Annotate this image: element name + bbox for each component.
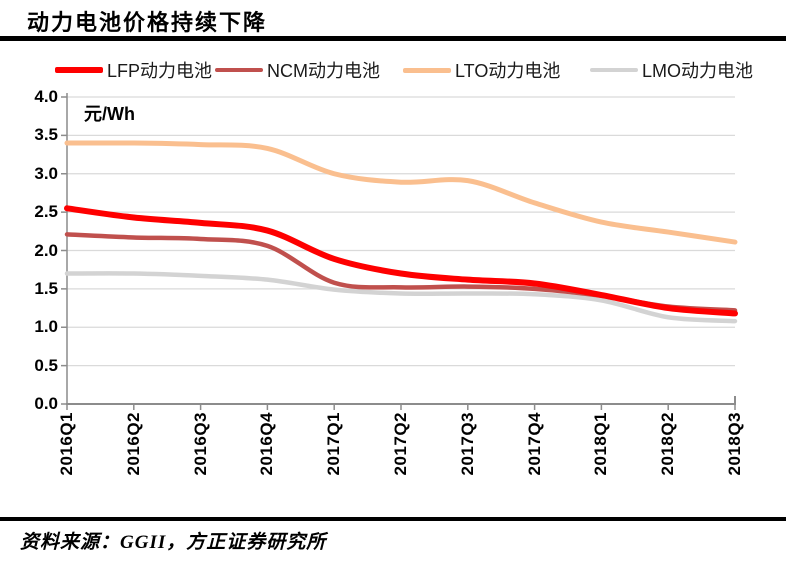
y-axis-tick-label: 3.5 bbox=[34, 125, 58, 145]
legend-label-ncm: NCM动力电池 bbox=[267, 61, 380, 81]
series-line-LMO动力电池 bbox=[64, 271, 738, 324]
legend-item-lmo: LMO动力电池 bbox=[590, 58, 753, 82]
y-axis-unit-label: 元/Wh bbox=[84, 104, 135, 124]
lfp-line-swatch-icon bbox=[55, 67, 103, 73]
title-divider-rule bbox=[0, 36, 786, 41]
lto-line-swatch-icon bbox=[403, 67, 451, 73]
x-axis-tick-label: 2018Q2 bbox=[658, 412, 678, 476]
source-attribution: 资料来源：GGII，方正证券研究所 bbox=[20, 532, 327, 553]
y-axis-tick-label: 2.0 bbox=[34, 240, 58, 260]
series-line-LTO动力电池 bbox=[64, 140, 738, 245]
x-axis-tick-label: 2018Q1 bbox=[591, 412, 611, 476]
x-axis-tick-label: 2018Q3 bbox=[725, 412, 744, 476]
y-axis-tick-label: 0.0 bbox=[34, 394, 58, 413]
legend-item-lto: LTO动力电池 bbox=[403, 58, 560, 82]
lmo-line-swatch-icon bbox=[590, 67, 638, 73]
footer-divider-rule bbox=[0, 517, 786, 521]
x-axis-tick-label: 2017Q3 bbox=[457, 412, 477, 476]
legend-label-lmo: LMO动力电池 bbox=[642, 61, 754, 81]
series-line-LFP动力电池 bbox=[64, 205, 738, 317]
ncm-line-swatch-icon bbox=[215, 67, 263, 73]
y-axis-tick-label: 4.0 bbox=[34, 87, 58, 106]
x-axis-tick-label: 2016Q4 bbox=[257, 412, 277, 476]
x-axis-tick-label: 2016Q3 bbox=[190, 412, 210, 476]
x-axis-tick-label: 2017Q2 bbox=[391, 412, 410, 476]
legend-label-lfp: LFP动力电池 bbox=[107, 61, 213, 81]
y-axis-tick-label: 0.5 bbox=[34, 355, 58, 375]
x-axis-tick-label: 2016Q1 bbox=[57, 412, 76, 476]
page-title: 动力电池价格持续下降 bbox=[27, 10, 268, 35]
y-axis-tick-label: 2.5 bbox=[34, 202, 58, 222]
x-axis-tick-label: 2016Q2 bbox=[123, 412, 143, 476]
x-axis-tick-label: 2017Q4 bbox=[524, 412, 544, 476]
legend-label-lto: LTO动力电池 bbox=[455, 61, 561, 81]
y-axis-tick-label: 1.5 bbox=[34, 278, 58, 298]
legend-item-ncm: NCM动力电池 bbox=[215, 58, 380, 82]
legend-item-lfp: LFP动力电池 bbox=[55, 58, 212, 82]
y-axis-tick-label: 3.0 bbox=[34, 163, 58, 183]
x-axis-tick-label: 2017Q1 bbox=[324, 412, 344, 476]
y-axis-tick-label: 1.0 bbox=[34, 317, 58, 337]
